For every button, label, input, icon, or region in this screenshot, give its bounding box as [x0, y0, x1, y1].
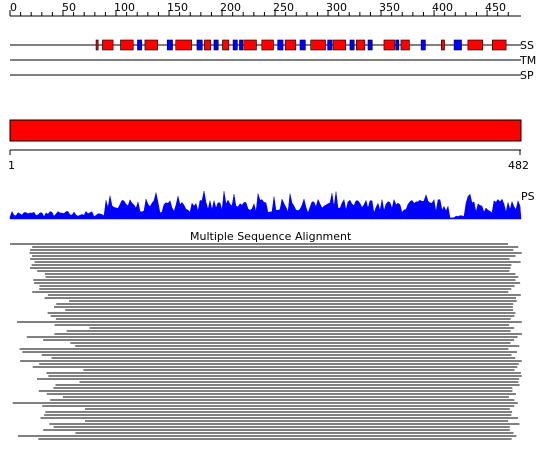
strand-segment[interactable]	[196, 39, 203, 51]
strand-segment[interactable]	[166, 39, 173, 51]
helix-segment[interactable]	[204, 39, 212, 51]
helix-segment[interactable]	[95, 39, 99, 51]
ruler-label-0: 0	[10, 1, 17, 14]
helix-segment[interactable]	[441, 39, 445, 51]
tm-track-label: TM	[519, 54, 536, 67]
strand-segment[interactable]	[239, 39, 243, 51]
position-ruler: 0 50 100 150 200 250 300 350 400 450	[9, 1, 521, 17]
domain-bar[interactable]	[9, 119, 522, 142]
ruler-ticks	[9, 10, 509, 16]
domain-start-label: 1	[8, 159, 15, 172]
helix-segment[interactable]	[383, 39, 395, 51]
ruler-label-450: 450	[485, 1, 506, 14]
ruler-label-400: 400	[432, 1, 453, 14]
tm-track: TM	[10, 54, 536, 67]
msa-alignment-lines	[10, 243, 522, 440]
helix-segment[interactable]	[400, 39, 410, 51]
helix-segment[interactable]	[144, 39, 158, 51]
profile-area	[9, 191, 522, 220]
ss-elements	[95, 39, 507, 51]
ruler-label-200: 200	[220, 1, 241, 14]
domain-end-label: 482	[508, 159, 529, 172]
strand-segment[interactable]	[395, 39, 400, 51]
helix-segment[interactable]	[356, 39, 366, 51]
strand-segment[interactable]	[420, 39, 426, 51]
ruler-label-150: 150	[167, 1, 188, 14]
helix-segment[interactable]	[332, 39, 347, 51]
sp-track-label: SP	[520, 69, 534, 82]
domain-track: 1 482	[8, 119, 529, 172]
helix-segment[interactable]	[120, 39, 134, 51]
helix-segment[interactable]	[492, 39, 507, 51]
sp-track: SP	[10, 69, 534, 82]
ss-track-label: SS	[520, 39, 534, 52]
strand-segment[interactable]	[299, 39, 306, 51]
ruler-label-100: 100	[114, 1, 135, 14]
strand-segment[interactable]	[327, 39, 333, 51]
strand-segment[interactable]	[453, 39, 462, 51]
ruler-label-250: 250	[273, 1, 294, 14]
strand-segment[interactable]	[367, 39, 373, 51]
strand-segment[interactable]	[349, 39, 355, 51]
helix-segment[interactable]	[222, 39, 230, 51]
helix-segment[interactable]	[284, 39, 297, 51]
helix-segment[interactable]	[261, 39, 274, 51]
ruler-label-300: 300	[326, 1, 347, 14]
msa-title: Multiple Sequence Alignment	[190, 230, 352, 243]
profile-track-label: PS	[521, 190, 535, 203]
helix-segment[interactable]	[310, 39, 326, 51]
helix-segment[interactable]	[243, 39, 257, 51]
strand-segment[interactable]	[232, 39, 238, 51]
profile-track: PS	[9, 190, 535, 220]
msa-panel: Multiple Sequence Alignment	[10, 230, 522, 440]
ruler-label-350: 350	[379, 1, 400, 14]
strand-segment[interactable]	[277, 39, 284, 51]
ruler-label-50: 50	[62, 1, 76, 14]
strand-segment[interactable]	[213, 39, 219, 51]
helix-segment[interactable]	[102, 39, 114, 51]
strand-segment[interactable]	[137, 39, 143, 51]
helix-segment[interactable]	[175, 39, 192, 51]
helix-segment[interactable]	[467, 39, 484, 51]
ss-track: SS	[10, 39, 534, 52]
